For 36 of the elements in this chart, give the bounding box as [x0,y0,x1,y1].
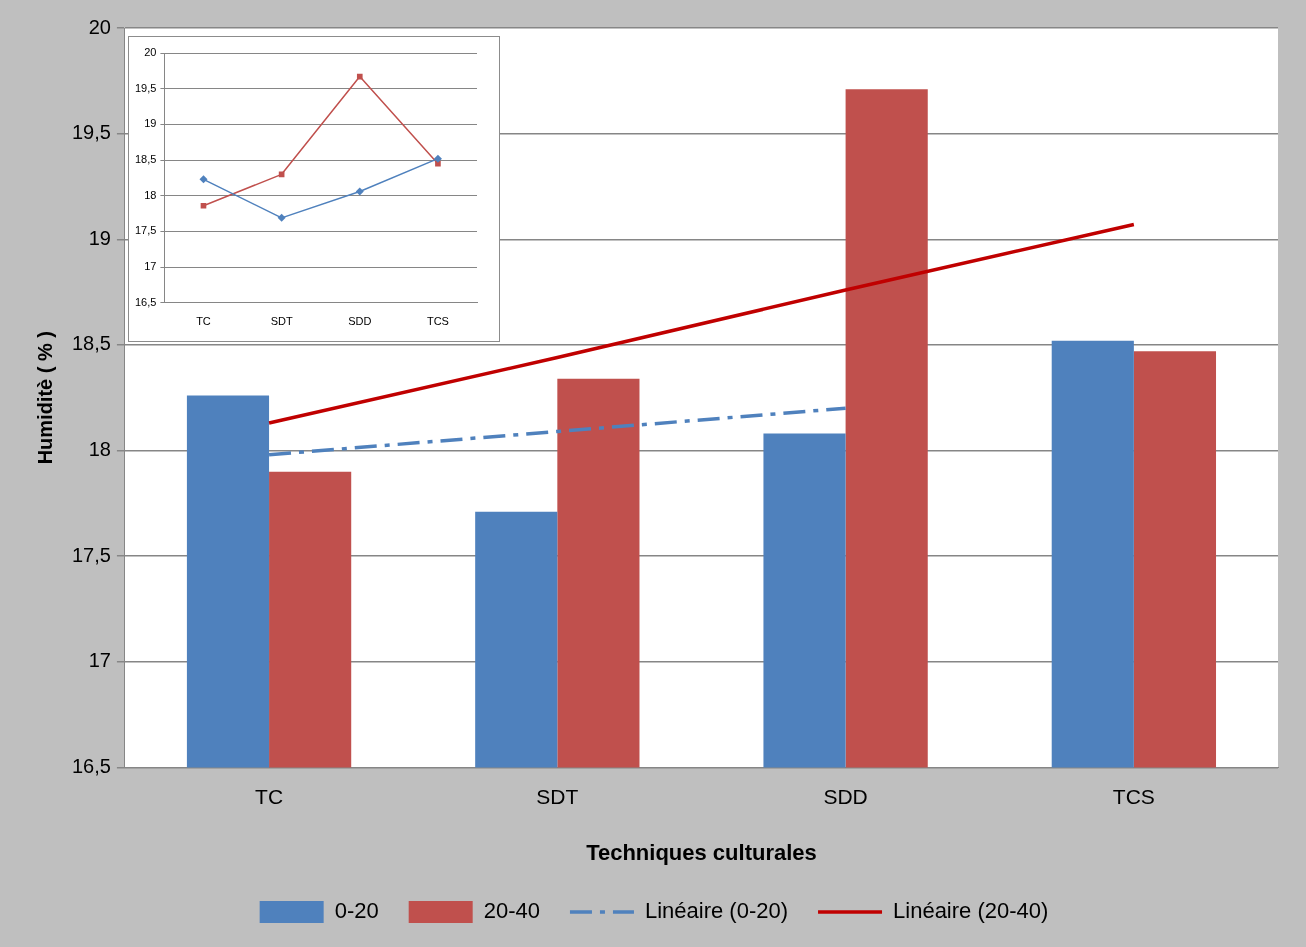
y-tick-label: 18,5 [71,332,111,355]
x-tick-label: SDT [536,784,579,808]
y-tick-label: 17 [88,649,111,672]
y-tick-label: 16,5 [134,295,157,308]
x-tick-label: SDD [823,784,868,808]
y-tick-label: 18 [88,438,111,461]
y-axis-title: Humiditè ( % ) [33,331,56,465]
point [277,213,286,222]
point [199,175,208,184]
y-tick-label: 19,5 [134,81,157,94]
legend-label: Linéaire (0-20) [644,898,789,924]
x-tick-label: TCS [1112,784,1155,808]
point [433,154,442,163]
point [356,73,363,80]
y-tick-label: 20 [88,15,111,38]
x-axis-title: Techniques culturales [586,839,817,865]
legend-label: 20-40 [483,898,540,924]
y-tick-label: 19,5 [71,121,111,144]
y-tick-label: 16,5 [71,754,111,777]
point [355,187,364,196]
x-tick-label: SDT [270,315,293,328]
y-tick-label: 19 [144,117,157,130]
legend-label: 0-20 [334,898,379,924]
y-tick-label: 19 [88,226,111,249]
point [200,202,207,209]
y-tick-label: 17,5 [71,543,111,566]
y-tick-label: 18,5 [134,153,157,166]
y-tick-label: 20 [144,46,157,59]
y-tick-label: 17,5 [134,224,157,237]
x-tick-label: TC [196,315,211,328]
x-tick-label: SDD [348,315,372,328]
y-tick-label: 17 [144,260,157,273]
x-tick-label: TCS [426,315,449,328]
y-tick-label: 18 [144,188,157,201]
x-tick-label: TC [255,784,284,808]
legend-label: Linéaire (20-40) [893,898,1049,924]
